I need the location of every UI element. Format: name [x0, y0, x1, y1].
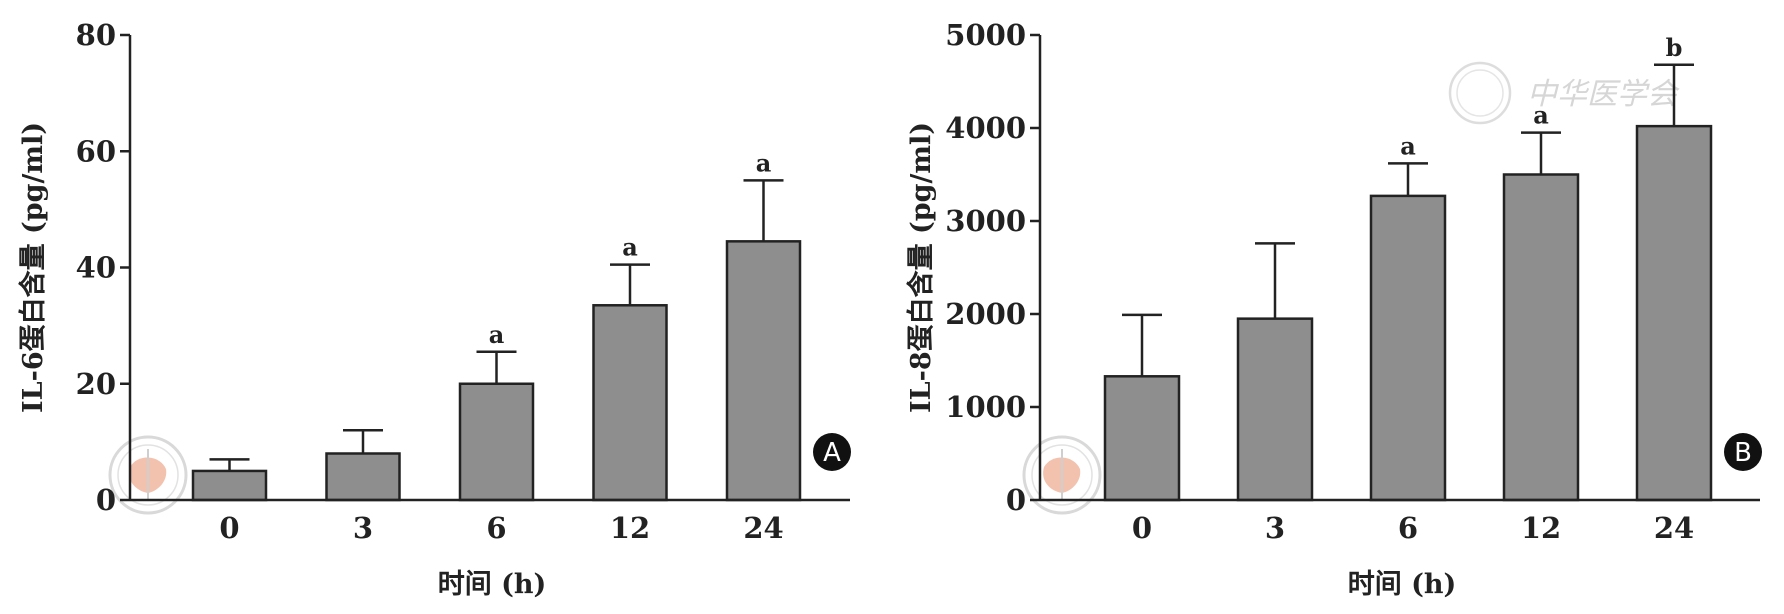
x-tick-label-6: 6 [1398, 511, 1418, 545]
y-tick-label-20: 20 [76, 367, 116, 401]
y-tick-label-5000: 5000 [945, 18, 1026, 52]
bar-0 [1103, 375, 1181, 502]
x-tick-label-0: 0 [219, 511, 239, 545]
watermark-text: 中华医学会 [1527, 77, 1680, 112]
bar-3 [1236, 317, 1314, 502]
significance-label-12: a [1533, 101, 1549, 130]
x-tick-label-24: 24 [743, 511, 783, 545]
x-tick-label-12: 12 [1521, 511, 1561, 545]
bar-0 [191, 469, 268, 502]
x-axis-title: 时间 (h) [438, 569, 547, 600]
significance-label-24: a [756, 148, 772, 177]
y-tick-label-2000: 2000 [945, 297, 1026, 331]
chart-panel-b: 0 3 a 6 a 12 b 24 0 1000 2000 3000 4000 5000 IL-8蛋白含量 … [905, 18, 1762, 600]
y-axis-title: IL-8蛋白含量 (pg/ml) [905, 122, 937, 413]
y-tick-label-0: 0 [96, 483, 116, 517]
bar-12 [592, 304, 668, 502]
y-tick-label-1000: 1000 [945, 390, 1026, 424]
panel-letter: B [1734, 438, 1752, 468]
significance-label-6: a [489, 320, 505, 349]
watermark-seal-icon-top [1448, 61, 1512, 125]
x-axis-title: 时间 (h) [1348, 569, 1457, 600]
panel-letter-badge [1724, 433, 1762, 471]
x-tick-label-3: 3 [1265, 511, 1285, 545]
significance-label-6: a [1400, 131, 1416, 160]
watermark-seal-icon-b [1022, 435, 1102, 515]
y-tick-label-80: 80 [76, 18, 116, 52]
y-tick-label-4000: 4000 [945, 111, 1026, 145]
x-tick-label-24: 24 [1654, 511, 1694, 545]
panel-letter-badge [813, 433, 851, 471]
x-tick-label-0: 0 [1132, 511, 1152, 545]
y-tick-label-3000: 3000 [945, 204, 1026, 238]
bar-3 [325, 452, 401, 502]
y-tick-label-60: 60 [76, 134, 116, 168]
x-tick-label-3: 3 [353, 511, 373, 545]
significance-label-12: a [622, 233, 638, 262]
bar-6 [1369, 194, 1447, 502]
y-tick-label-0: 0 [1006, 483, 1026, 517]
y-axis-title: IL-6蛋白含量 (pg/ml) [17, 122, 49, 413]
chart-panel-a: 0 3 a 6 a 12 a 24 0 20 40 60 80 IL-6蛋白含量 (pg/ml) 时间 (h… [17, 18, 851, 600]
panel-letter: A [823, 438, 841, 468]
bar-12 [1502, 173, 1580, 502]
bar-24 [1635, 124, 1713, 502]
x-tick-label-6: 6 [486, 511, 506, 545]
x-tick-label-12: 12 [610, 511, 650, 545]
bar-24 [725, 240, 802, 502]
y-tick-label-40: 40 [76, 251, 116, 285]
watermark-seal-icon-a [108, 435, 188, 515]
significance-label-24: b [1666, 33, 1683, 62]
bar-6 [458, 382, 535, 502]
